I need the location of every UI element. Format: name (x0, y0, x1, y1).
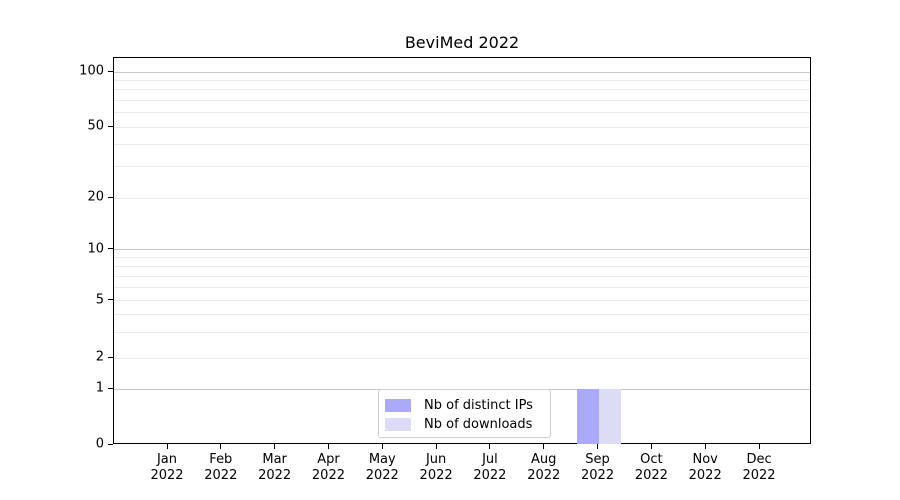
x-tick-label-year: 2022 (527, 468, 561, 483)
x-tick-label-year: 2022 (365, 468, 399, 483)
x-tick-label-month: Mar (262, 452, 287, 467)
minor-gridline (114, 112, 810, 114)
minor-gridline (114, 99, 810, 101)
minor-gridline (114, 314, 810, 316)
legend-label-distinct-ips: Nb of distinct IPs (424, 398, 533, 413)
x-tick-label-year: 2022 (204, 468, 238, 483)
minor-gridline (114, 275, 810, 277)
y-tick-label: 0 (95, 436, 104, 452)
x-tick-label-year: 2022 (688, 468, 722, 483)
y-tick-label: 2 (95, 349, 104, 365)
x-tick-label-month: Jul (482, 452, 498, 467)
x-tick-label: Oct 2022 (616, 452, 686, 484)
x-tick-label: May 2022 (347, 452, 417, 484)
x-tick-mark (381, 444, 383, 449)
minor-gridline (114, 287, 810, 289)
x-tick-label-year: 2022 (150, 468, 184, 483)
minor-gridline (114, 126, 810, 128)
y-tick-label: 1 (95, 380, 104, 396)
x-tick-mark (650, 444, 652, 449)
x-tick-label: Aug 2022 (509, 452, 579, 484)
x-tick-label-month: Apr (317, 452, 340, 467)
y-tick-label: 50 (87, 118, 104, 134)
y-tick-label: 5 (95, 292, 104, 308)
x-tick-mark (489, 444, 491, 449)
x-tick-label-year: 2022 (742, 468, 776, 483)
legend: Nb of distinct IPs Nb of downloads (378, 389, 551, 438)
x-tick-label-month: May (368, 452, 396, 467)
minor-gridline (114, 89, 810, 91)
chart-title: BeviMed 2022 (404, 33, 520, 52)
legend-label-downloads: Nb of downloads (424, 417, 533, 432)
x-tick-label-month: Nov (692, 452, 718, 467)
legend-item-downloads: Nb of downloads (385, 415, 544, 434)
x-tick-label: Jan 2022 (132, 452, 202, 484)
x-tick-mark (758, 444, 760, 449)
x-tick-label-month: Jun (425, 452, 447, 467)
minor-gridline (114, 166, 810, 168)
minor-gridline (114, 300, 810, 302)
minor-gridline (114, 197, 810, 199)
x-tick-label-month: Dec (746, 452, 772, 467)
x-tick-label: Mar 2022 (240, 452, 310, 484)
x-tick-label-year: 2022 (419, 468, 453, 483)
legend-swatch-downloads (385, 418, 411, 431)
x-tick-label-month: Oct (640, 452, 663, 467)
y-tick-mark (108, 299, 113, 301)
y-tick-mark (108, 70, 113, 72)
x-tick-label-month: Feb (209, 452, 233, 467)
y-tick-mark (108, 356, 113, 358)
legend-item-distinct-ips: Nb of distinct IPs (385, 396, 544, 415)
y-tick-mark (108, 248, 113, 250)
minor-gridline (114, 357, 810, 359)
minor-gridline (114, 332, 810, 334)
y-tick-label: 20 (87, 189, 104, 205)
y-tick-mark (108, 196, 113, 198)
bar-sep-2022-1 (598, 389, 621, 444)
x-tick-label-month: Jan (156, 452, 178, 467)
y-tick-mark (108, 125, 113, 127)
x-tick-label-year: 2022 (473, 468, 507, 483)
x-tick-label-year: 2022 (581, 468, 615, 483)
x-tick-mark (220, 444, 222, 449)
x-tick-mark (327, 444, 329, 449)
x-tick-label-year: 2022 (311, 468, 345, 483)
minor-gridline (114, 143, 810, 145)
x-tick-label: Jun 2022 (401, 452, 471, 484)
x-tick-mark (435, 444, 437, 449)
major-gridline (114, 71, 810, 73)
x-tick-label: Dec 2022 (724, 452, 794, 484)
minor-gridline (114, 79, 810, 81)
x-tick-mark (597, 444, 599, 449)
x-tick-label: Nov 2022 (670, 452, 740, 484)
x-tick-label-month: Aug (531, 452, 557, 467)
x-tick-label: Sep 2022 (563, 452, 633, 484)
x-tick-label: Apr 2022 (293, 452, 363, 484)
x-tick-label: Jul 2022 (455, 452, 525, 484)
plot-area (113, 57, 811, 444)
major-gridline (114, 249, 810, 251)
y-tick-mark (108, 387, 113, 389)
x-tick-label-year: 2022 (258, 468, 292, 483)
y-tick-label: 10 (87, 241, 104, 257)
x-tick-label-year: 2022 (634, 468, 668, 483)
x-tick-label: Feb 2022 (186, 452, 256, 484)
x-tick-mark (166, 444, 168, 449)
y-tick-mark (108, 443, 113, 445)
y-tick-label: 100 (79, 63, 104, 79)
minor-gridline (114, 257, 810, 259)
x-tick-mark (704, 444, 706, 449)
x-tick-mark (274, 444, 276, 449)
x-tick-label-month: Sep (585, 452, 610, 467)
minor-gridline (114, 265, 810, 267)
bar-sep-2022-0 (576, 389, 599, 444)
legend-swatch-distinct-ips (385, 399, 411, 412)
x-tick-mark (543, 444, 545, 449)
